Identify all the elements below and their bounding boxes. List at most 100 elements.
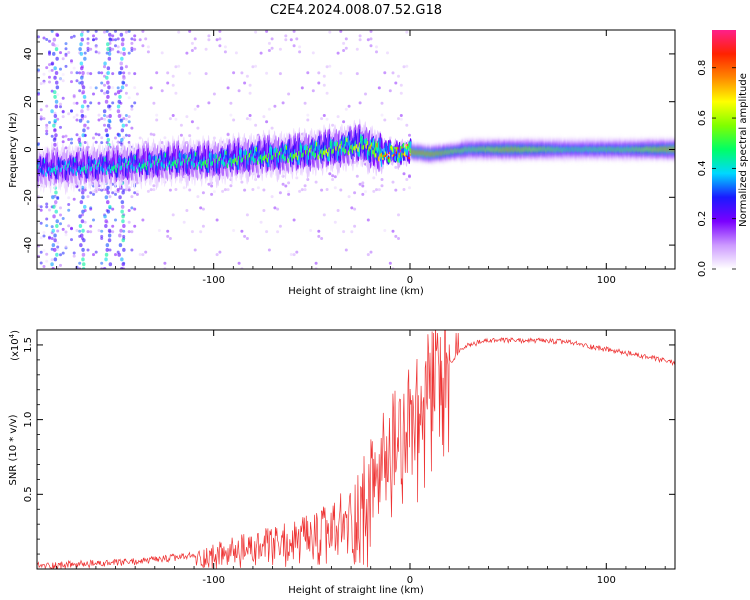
heatmap-cell <box>78 261 82 265</box>
colorbar-ticks: 0.0 0.2 0.4 0.6 0.8 <box>697 60 736 277</box>
heatmap-cell <box>103 123 106 127</box>
heatmap-cell <box>82 128 86 133</box>
heatmap-cell <box>75 71 79 75</box>
heatmap-cell <box>45 129 49 133</box>
heatmap-cell <box>298 45 302 49</box>
scale-factor-exponent: 4 <box>8 333 16 338</box>
heatmap-cell <box>121 214 125 219</box>
heatmap-cell <box>82 262 86 267</box>
heatmap-cell <box>45 217 49 221</box>
heatmap-cell <box>240 229 244 233</box>
heatmap-cell <box>124 91 128 95</box>
heatmap-cell <box>204 47 208 51</box>
heatmap-cell <box>251 188 255 191</box>
heatmap-cell <box>61 79 65 83</box>
heatmap-cell <box>383 118 387 122</box>
heatmap-cell <box>212 92 216 96</box>
heatmap-cell <box>67 51 71 54</box>
x-tick-label: 100 <box>597 275 616 286</box>
heatmap-cell <box>226 133 230 137</box>
heatmap-cell <box>311 51 315 55</box>
y-tick-label: 0.5 <box>23 486 34 502</box>
heatmap-cell <box>336 51 340 55</box>
heatmap-cell <box>127 96 131 100</box>
heatmap-cell <box>292 30 296 33</box>
heatmap-cell <box>105 133 110 138</box>
heatmap-cell <box>39 108 43 112</box>
heatmap-cell <box>45 224 49 228</box>
heatmap-cell <box>177 30 181 34</box>
heatmap-cell <box>39 117 43 121</box>
heatmap-cell <box>54 71 59 75</box>
heatmap-cell <box>114 218 117 222</box>
heatmap-cell <box>190 230 194 234</box>
heatmap-cell <box>243 188 247 192</box>
heatmap-cell <box>50 61 55 66</box>
heatmap-cell <box>106 190 110 195</box>
heatmap-cell <box>94 45 98 49</box>
heatmap-cell <box>108 262 113 267</box>
heatmap-cell <box>37 35 40 39</box>
heatmap-cell <box>369 37 373 41</box>
top-x-axis-label: Height of straight line (km) <box>288 286 424 297</box>
heatmap-cell <box>105 30 109 33</box>
heatmap-cell <box>325 117 329 121</box>
heatmap-cell <box>298 50 302 54</box>
heatmap-cell <box>61 140 65 144</box>
heatmap-cell <box>133 207 137 211</box>
heatmap-cell <box>130 104 134 108</box>
heatmap-cell <box>80 109 84 114</box>
heatmap-cell <box>64 47 68 51</box>
heatmap-cell <box>59 105 62 109</box>
heatmap-cell <box>72 94 76 98</box>
heatmap-cell <box>267 41 271 45</box>
heatmap-cell <box>107 51 112 56</box>
bottom-x-ticks: -100 0 100 <box>56 330 666 586</box>
heatmap-cell <box>100 229 104 233</box>
heatmap-cell <box>103 214 107 219</box>
y-tick-label: 1.5 <box>23 337 34 353</box>
heatmap-cell <box>100 71 104 75</box>
heatmap-cell <box>39 82 43 86</box>
heatmap-cell <box>48 121 51 124</box>
heatmap-cell <box>284 38 288 42</box>
heatmap-cell <box>397 74 400 78</box>
heatmap-cell <box>281 101 285 105</box>
heatmap-cell <box>56 241 60 245</box>
heatmap-cell <box>64 230 68 234</box>
heatmap-cell <box>120 42 125 47</box>
heatmap-cell <box>42 265 46 268</box>
heatmap-cell <box>118 243 123 248</box>
heatmap-cell <box>185 141 189 144</box>
heatmap-cell <box>130 126 134 130</box>
heatmap-cell <box>83 188 87 192</box>
heatmap-cell <box>122 229 126 233</box>
heatmap-cell <box>55 219 59 224</box>
heatmap-cell <box>83 204 87 209</box>
heatmap-cell <box>174 65 178 69</box>
top-y-axis-label: Frequency (Hz) <box>8 112 19 188</box>
heatmap-cell <box>51 42 55 47</box>
heatmap-cell <box>328 64 332 68</box>
heatmap-cell <box>117 252 121 257</box>
heatmap-cell <box>135 192 139 196</box>
heatmap-cell <box>130 248 134 252</box>
heatmap-cell <box>358 38 362 42</box>
heatmap-cell <box>103 91 106 95</box>
heatmap-cell <box>130 37 134 41</box>
heatmap-cell <box>394 234 398 238</box>
heatmap-cell <box>106 47 110 52</box>
heatmap-cell <box>118 195 122 200</box>
heatmap-cell <box>174 117 178 121</box>
heatmap-cell <box>42 231 46 234</box>
heatmap-cell <box>127 30 131 33</box>
heatmap-cell <box>80 233 84 238</box>
heatmap-cell <box>120 56 124 61</box>
heatmap-cell <box>201 191 205 195</box>
heatmap-cell <box>81 228 85 233</box>
heatmap-cell <box>81 209 85 214</box>
heatmap-cell <box>353 224 357 228</box>
heatmap-cell <box>81 252 86 257</box>
heatmap-cell <box>226 86 230 90</box>
